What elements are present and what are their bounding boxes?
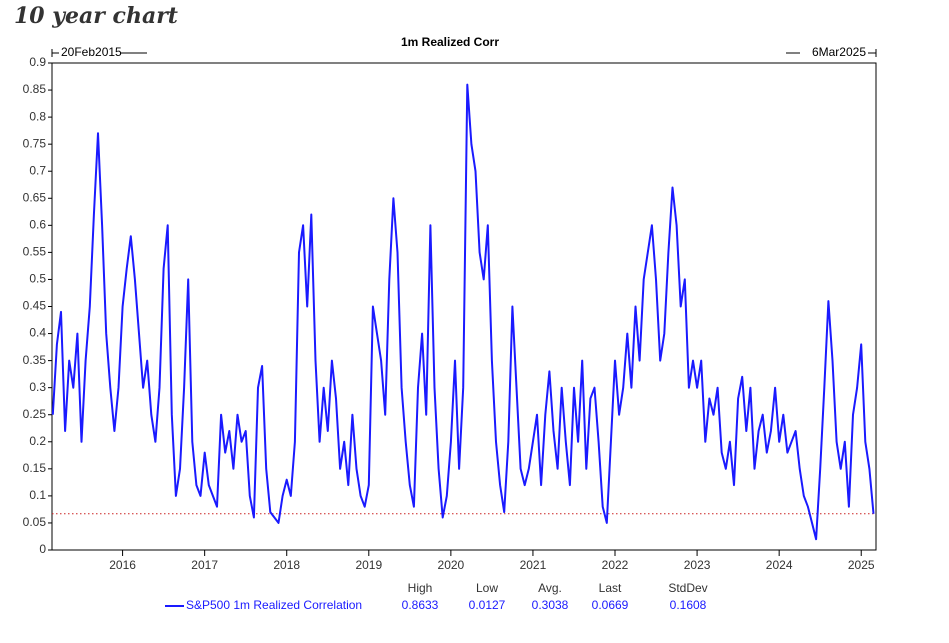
stat-value: 0.8633 (402, 598, 439, 612)
y-tick-label: 0.25 (23, 407, 47, 421)
y-tick-label: 0.05 (23, 515, 47, 529)
heading: 10 year chart (14, 3, 178, 29)
range-decoration (51, 49, 877, 57)
stat-label: Last (599, 581, 622, 595)
y-tick-label: 0.75 (23, 136, 47, 150)
x-tick-label: 2022 (602, 558, 629, 572)
y-tick-label: 0.9 (29, 55, 46, 69)
stat-value: 0.0669 (592, 598, 629, 612)
stat-label: High (408, 581, 433, 595)
legend-label: S&P500 1m Realized Correlation (186, 598, 362, 612)
y-tick-label: 0 (39, 542, 46, 556)
x-tick-label: 2019 (355, 558, 382, 572)
x-tick-label: 2018 (273, 558, 300, 572)
stat-value: 0.1608 (670, 598, 707, 612)
stat-value: 0.0127 (469, 598, 506, 612)
x-tick-label: 2023 (684, 558, 711, 572)
stat-label: Low (476, 581, 498, 595)
series-line (51, 83, 875, 541)
y-tick-label: 0.1 (29, 488, 46, 502)
x-tick-label: 2017 (191, 558, 218, 572)
y-tick-label: 0.6 (29, 218, 46, 232)
start-label: 20Feb2015 (61, 45, 122, 59)
y-tick-label: 0.5 (29, 272, 46, 286)
stat-label: Avg. (538, 581, 562, 595)
y-tick-label: 0.55 (23, 245, 47, 259)
stat-value: 0.3038 (532, 598, 569, 612)
y-tick-label: 0.7 (29, 163, 46, 177)
x-tick-label: 2025 (848, 558, 875, 572)
x-tick-label: 2020 (438, 558, 465, 572)
y-tick-label: 0.2 (29, 434, 46, 448)
y-tick-label: 0.3 (29, 380, 46, 394)
y-tick-label: 0.35 (23, 353, 47, 367)
y-tick-label: 0.45 (23, 299, 47, 313)
stat-label: StdDev (668, 581, 707, 595)
end-label: 6Mar2025 (812, 45, 866, 59)
x-tick-label: 2021 (520, 558, 547, 572)
y-tick-label: 0.65 (23, 190, 47, 204)
x-tick-label: 2016 (109, 558, 136, 572)
y-tick-label: 0.85 (23, 82, 47, 96)
x-tick-label: 2024 (766, 558, 793, 572)
y-tick-label: 0.4 (29, 326, 46, 340)
y-tick-label: 0.15 (23, 461, 47, 475)
chart-title: 1m Realized Corr (401, 35, 499, 49)
y-tick-label: 0.8 (29, 109, 46, 123)
